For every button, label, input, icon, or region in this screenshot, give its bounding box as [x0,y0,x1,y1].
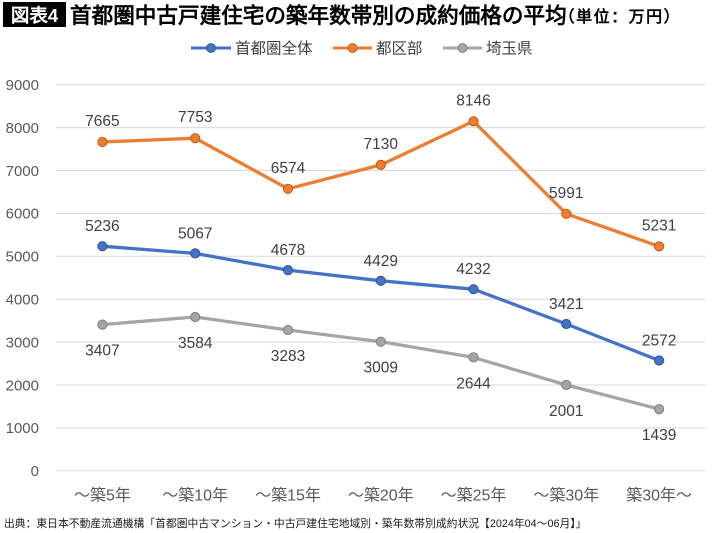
svg-text:3000: 3000 [6,334,39,351]
svg-text:9000: 9000 [6,77,39,94]
svg-text:～築15年: ～築15年 [255,486,321,504]
svg-text:～築30年: ～築30年 [533,486,599,504]
svg-text:3584: 3584 [178,335,213,352]
svg-text:2001: 2001 [549,403,583,420]
svg-text:～築25年: ～築25年 [441,486,507,504]
svg-text:3009: 3009 [364,360,398,377]
svg-text:8146: 8146 [456,92,490,109]
svg-text:～築5年: ～築5年 [74,486,131,504]
svg-text:5231: 5231 [642,217,676,234]
svg-text:5067: 5067 [178,225,212,242]
svg-text:5000: 5000 [6,249,39,266]
svg-text:0: 0 [31,463,39,480]
svg-text:～築20年: ～築20年 [348,486,414,504]
svg-text:2644: 2644 [456,375,491,392]
svg-text:6574: 6574 [271,160,306,177]
svg-text:都区部: 都区部 [376,40,423,58]
svg-text:7753: 7753 [178,109,212,126]
svg-text:7665: 7665 [85,113,119,130]
svg-text:4429: 4429 [364,253,398,270]
svg-text:2000: 2000 [6,377,39,394]
svg-text:5991: 5991 [549,185,583,202]
svg-text:7130: 7130 [364,136,399,153]
svg-text:築30年～: 築30年～ [626,486,692,504]
svg-text:2572: 2572 [642,333,676,350]
svg-text:3407: 3407 [85,343,119,360]
svg-text:4678: 4678 [271,242,305,259]
svg-text:3283: 3283 [271,348,305,365]
svg-text:1439: 1439 [642,427,676,444]
svg-text:6000: 6000 [6,206,39,223]
svg-text:4232: 4232 [456,261,490,278]
svg-text:1000: 1000 [6,420,39,437]
svg-text:8000: 8000 [6,120,39,137]
svg-text:5236: 5236 [85,218,119,235]
svg-text:埼玉県: 埼玉県 [486,40,533,58]
svg-text:3421: 3421 [549,296,583,313]
svg-text:首都圏全体: 首都圏全体 [235,40,313,58]
svg-text:7000: 7000 [6,163,39,180]
svg-text:4000: 4000 [6,292,39,309]
svg-text:～築10年: ～築10年 [162,486,228,504]
